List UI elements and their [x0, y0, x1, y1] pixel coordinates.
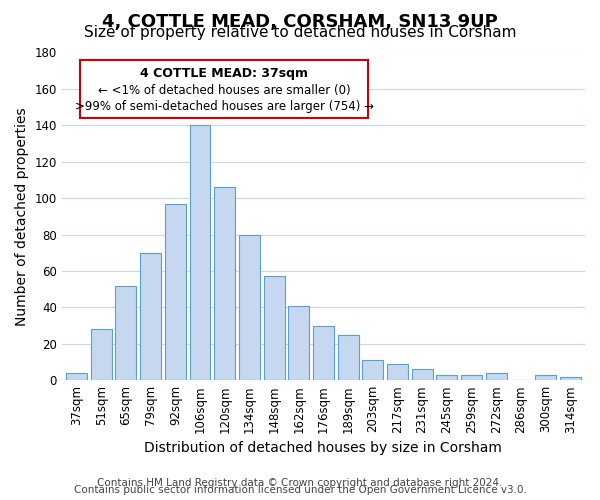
Bar — [485, 373, 506, 380]
Bar — [338, 334, 359, 380]
Bar — [362, 360, 383, 380]
Bar — [313, 326, 334, 380]
Bar — [560, 376, 581, 380]
Bar — [140, 252, 161, 380]
Text: ← <1% of detached houses are smaller (0): ← <1% of detached houses are smaller (0) — [98, 84, 350, 97]
Bar — [214, 187, 235, 380]
Text: Contains HM Land Registry data © Crown copyright and database right 2024.: Contains HM Land Registry data © Crown c… — [97, 478, 503, 488]
Bar — [165, 204, 186, 380]
Bar — [115, 286, 136, 380]
Text: >99% of semi-detached houses are larger (754) →: >99% of semi-detached houses are larger … — [74, 100, 374, 113]
Bar — [66, 373, 87, 380]
X-axis label: Distribution of detached houses by size in Corsham: Distribution of detached houses by size … — [145, 441, 502, 455]
Bar — [436, 374, 457, 380]
Bar — [535, 374, 556, 380]
Text: Size of property relative to detached houses in Corsham: Size of property relative to detached ho… — [84, 25, 516, 40]
Text: Contains public sector information licensed under the Open Government Licence v3: Contains public sector information licen… — [74, 485, 526, 495]
Bar — [91, 329, 112, 380]
Bar — [387, 364, 408, 380]
Bar — [263, 276, 284, 380]
Bar — [190, 126, 211, 380]
Bar — [412, 370, 433, 380]
Y-axis label: Number of detached properties: Number of detached properties — [15, 107, 29, 326]
Bar — [461, 374, 482, 380]
Text: 4, COTTLE MEAD, CORSHAM, SN13 9UP: 4, COTTLE MEAD, CORSHAM, SN13 9UP — [102, 12, 498, 30]
Text: 4 COTTLE MEAD: 37sqm: 4 COTTLE MEAD: 37sqm — [140, 68, 308, 80]
Bar — [239, 234, 260, 380]
Bar — [288, 306, 309, 380]
